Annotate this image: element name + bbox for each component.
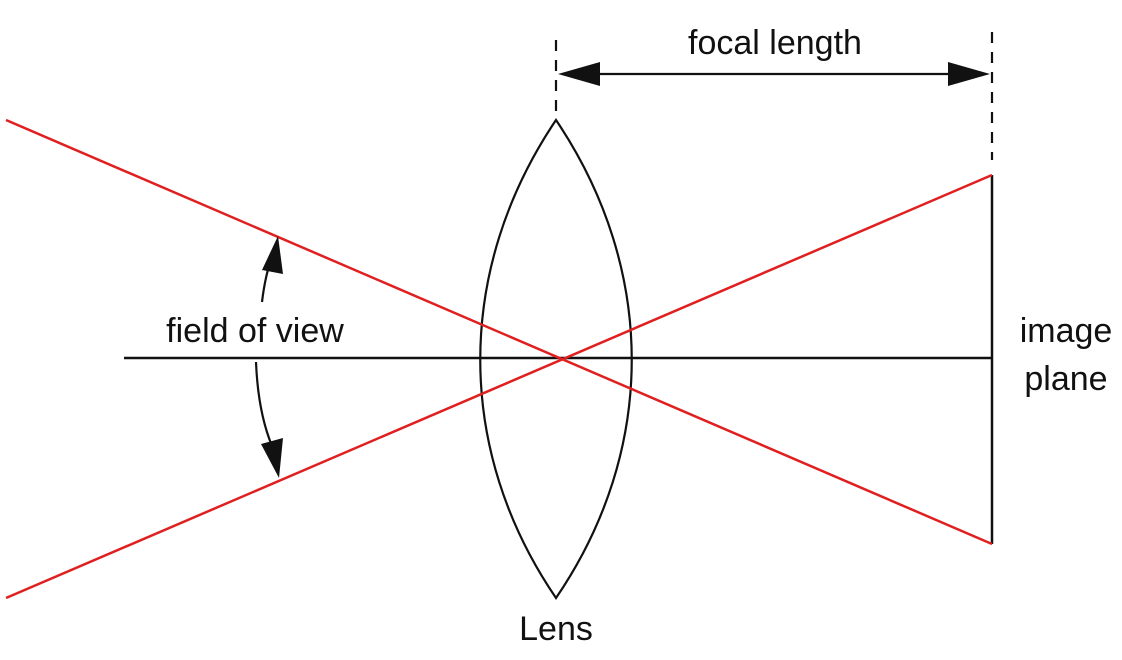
field-of-view-label: field of view: [166, 312, 344, 350]
focal-length-label: focal length: [688, 24, 862, 62]
field-of-view-arrowhead-upper: [262, 236, 283, 274]
field-of-view-arrowhead-lower: [261, 438, 283, 478]
image-plane-label-line2: plane: [1024, 360, 1107, 398]
ray-lower-incoming: [5, 173, 993, 600]
ray-upper-incoming: [5, 118, 993, 546]
lens-outline: [479, 118, 633, 600]
focal-length-arrowhead-left: [558, 62, 600, 86]
image-plane-label-line1: image: [1020, 312, 1113, 350]
lens-label: Lens: [519, 610, 593, 648]
focal-length-arrowhead-right: [948, 62, 990, 86]
field-of-view-arc-lower: [254, 361, 274, 447]
